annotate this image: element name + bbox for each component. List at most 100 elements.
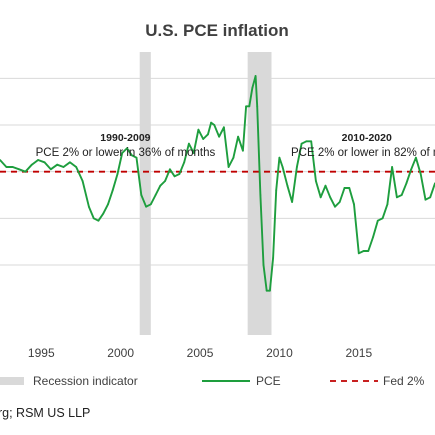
pce-point [265, 289, 268, 292]
pce-point [223, 126, 225, 129]
pce-point [97, 219, 100, 222]
pce-point [164, 180, 167, 182]
pce-point [372, 236, 374, 238]
pce-point [362, 250, 365, 252]
pce-point [88, 205, 90, 208]
pce-point [37, 159, 39, 161]
recession-band-1 [139, 52, 151, 335]
pce-point [126, 147, 128, 150]
pce-point [232, 156, 235, 159]
pce-point [410, 168, 413, 171]
pce-point [405, 182, 408, 185]
pce-point [391, 166, 393, 168]
x-tick-label-2015: 2015 [345, 346, 372, 360]
pce-point [315, 180, 317, 182]
pce-point [324, 184, 327, 187]
annotations: 1990-2009 PCE 2% or lower in 36% of month… [36, 132, 435, 159]
pce-point [429, 196, 432, 199]
x-tick-label-2010: 2010 [266, 346, 293, 360]
pce-point [154, 194, 157, 196]
pce-point [178, 173, 181, 175]
pce-point [75, 166, 78, 168]
chart-title: U.S. PCE inflation [145, 21, 289, 40]
pce-point [353, 203, 355, 206]
pce-point [419, 173, 422, 175]
pce-point [334, 205, 336, 208]
pce-point [62, 166, 65, 168]
pce-point [305, 140, 308, 143]
pce-point [173, 175, 176, 178]
pce-point [159, 184, 162, 187]
pce-point [5, 166, 8, 168]
legend-fed-label: Fed 2% [383, 374, 425, 388]
pce-point [381, 217, 384, 220]
pce-point [49, 168, 52, 171]
pce-point [254, 75, 257, 77]
annotation-text-1: PCE 2% or lower in 36% of months [36, 147, 216, 159]
pce-point [0, 159, 1, 161]
pce-point [275, 189, 278, 192]
pce-point [213, 124, 216, 126]
pce-point [107, 203, 109, 206]
pce-point [188, 142, 190, 145]
x-axis-ticks: 1995 2000 2005 2010 2015 [28, 346, 373, 360]
pce-point [259, 194, 262, 196]
legend-pce-label: PCE [256, 374, 281, 388]
pce-point [278, 156, 281, 159]
pce-point [338, 201, 341, 203]
pce-point [207, 133, 209, 136]
pce-point [310, 140, 313, 143]
pce-point [272, 257, 274, 259]
source-note: rg; RSM US LLP [0, 406, 90, 420]
pce-point [367, 250, 370, 252]
pce-point [286, 184, 289, 187]
pce-point [242, 149, 244, 152]
pce-point [357, 252, 360, 255]
legend: Recession indicator PCE Fed 2% [0, 374, 425, 388]
x-tick-label-1995: 1995 [28, 346, 55, 360]
pce-point [183, 161, 186, 164]
pce-point [296, 166, 298, 168]
pce-point [269, 289, 271, 292]
pce-point [192, 152, 195, 154]
pce-point [116, 173, 119, 175]
pce-point [227, 166, 230, 168]
pce-point [149, 203, 152, 206]
pce-point [256, 105, 259, 108]
pce-point [30, 163, 33, 166]
grid-lines [0, 77, 435, 266]
annotation-heading-2: 2010-2020 [342, 132, 392, 144]
pce-point [102, 212, 105, 215]
pce-point [319, 196, 322, 199]
pce-point [248, 105, 251, 108]
pce-point [43, 161, 46, 164]
x-tick-label-2000: 2000 [107, 346, 134, 360]
pce-point [135, 156, 138, 159]
pce-point [69, 161, 71, 164]
legend-recession-label: Recession indicator [33, 374, 138, 388]
pce-point [130, 154, 133, 157]
legend-recession-swatch [0, 377, 24, 385]
pce-point [251, 86, 254, 89]
pce-point [245, 105, 248, 108]
pce-point [202, 138, 205, 140]
pce-point [291, 201, 293, 203]
pce-point [140, 194, 143, 196]
pce-point [56, 163, 59, 166]
pce-point [329, 196, 332, 199]
x-tick-label-2005: 2005 [187, 346, 214, 360]
pce-point [210, 121, 213, 124]
pce-point [343, 187, 346, 189]
pce-point [348, 187, 351, 189]
pce-point [169, 168, 171, 171]
pce-point [281, 166, 284, 168]
pce-line [0, 75, 435, 292]
pce-point [145, 205, 148, 208]
pce-point [197, 128, 200, 131]
pce-point [92, 217, 95, 220]
pce-point [376, 219, 379, 222]
pce-point [121, 152, 124, 154]
pce-point [262, 264, 265, 266]
pce-series [0, 75, 435, 292]
